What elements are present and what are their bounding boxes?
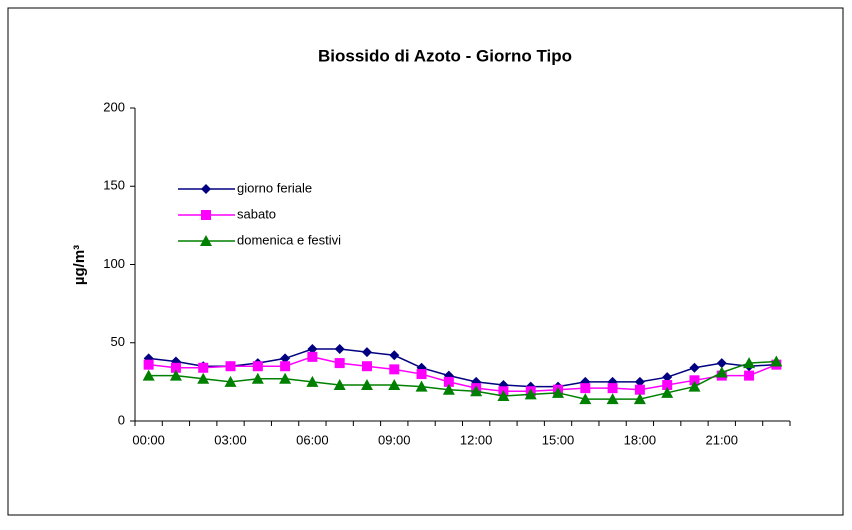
marker [770, 355, 783, 367]
marker [715, 366, 728, 378]
marker [606, 393, 619, 405]
marker [389, 364, 400, 375]
marker [389, 350, 400, 361]
x-tick-label: 21:00 [705, 432, 738, 447]
y-tick-label: 200 [103, 99, 125, 114]
marker [662, 380, 673, 391]
marker [552, 386, 565, 398]
marker [201, 210, 211, 220]
marker [580, 383, 591, 394]
marker [169, 369, 182, 381]
series-line [148, 360, 777, 400]
marker [442, 383, 455, 395]
marker [416, 369, 427, 380]
marker [333, 379, 346, 391]
marker [197, 372, 210, 384]
marker [280, 353, 291, 364]
marker [689, 362, 700, 373]
y-axis-label: µg/m³ [71, 245, 88, 285]
marker [143, 359, 154, 370]
marker [361, 347, 372, 358]
marker [252, 361, 263, 372]
marker [443, 376, 454, 387]
marker [415, 380, 428, 392]
x-tick-label: 18:00 [624, 432, 657, 447]
marker [198, 362, 209, 373]
marker [279, 372, 292, 384]
marker [661, 386, 674, 398]
marker [225, 361, 236, 372]
marker [361, 361, 372, 372]
marker [633, 393, 646, 405]
x-tick-label: 15:00 [542, 432, 575, 447]
marker [634, 384, 645, 395]
marker [388, 379, 401, 391]
marker [200, 235, 212, 246]
marker [334, 344, 345, 355]
marker [224, 375, 237, 387]
marker [524, 388, 537, 400]
x-tick-label: 09:00 [378, 432, 411, 447]
y-tick-label: 0 [118, 412, 125, 427]
marker [251, 372, 264, 384]
legend-label: giorno feriale [237, 180, 312, 195]
marker [201, 184, 211, 194]
x-tick-label: 06:00 [296, 432, 329, 447]
marker [716, 358, 727, 369]
marker [360, 379, 373, 391]
legend-label: sabato [237, 206, 276, 221]
marker [579, 393, 592, 405]
marker [688, 380, 701, 392]
chart-border [7, 7, 844, 516]
marker [497, 389, 510, 401]
y-tick-label: 50 [111, 334, 125, 349]
x-tick-label: 00:00 [132, 432, 165, 447]
marker [142, 369, 155, 381]
marker [334, 358, 345, 369]
marker [307, 344, 318, 355]
marker [634, 376, 645, 387]
marker [170, 362, 181, 373]
marker [744, 370, 755, 381]
marker [662, 372, 673, 383]
legend-label: domenica e festivi [237, 232, 341, 247]
marker [607, 383, 618, 394]
x-tick-label: 03:00 [214, 432, 247, 447]
marker [280, 361, 291, 372]
x-tick-label: 12:00 [460, 432, 493, 447]
marker [689, 375, 700, 386]
chart-title: Biossido di Azoto - Giorno Tipo [318, 46, 572, 65]
marker [470, 385, 483, 397]
y-tick-label: 150 [103, 178, 125, 193]
marker [307, 351, 318, 362]
marker [306, 375, 319, 387]
marker [743, 357, 756, 369]
y-tick-label: 100 [103, 256, 125, 271]
